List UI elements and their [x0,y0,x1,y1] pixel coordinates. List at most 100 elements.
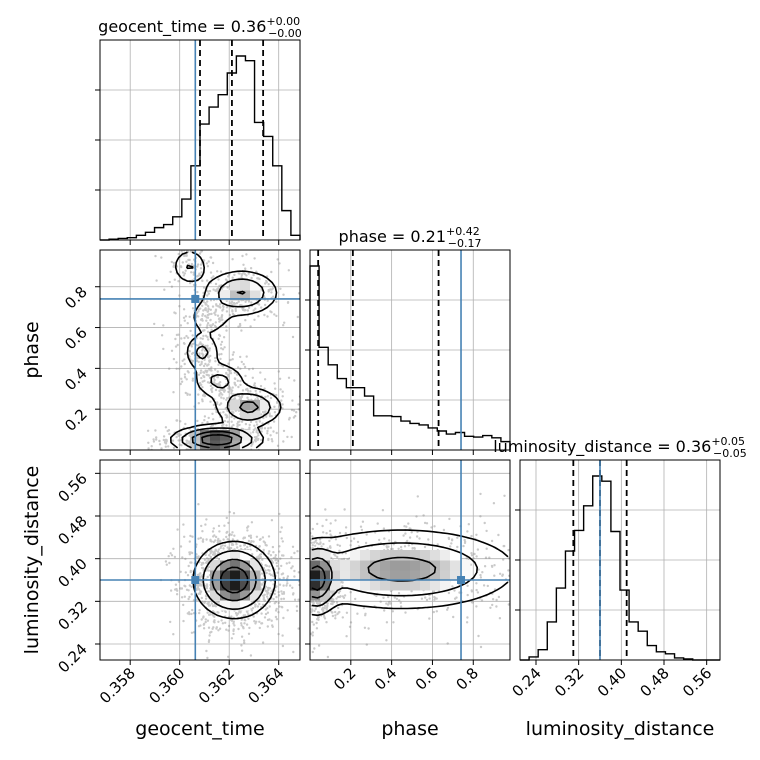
density-cell [210,590,221,601]
panel-frame [309,459,511,661]
density-cell [250,410,261,421]
panel-title: geocent_time = 0.36+0.00 −0.00 [98,15,302,40]
histogram-frame [99,39,301,241]
density-cell [390,560,401,571]
density-cell [350,550,361,561]
density-cell [220,440,231,450]
density-cell [410,580,421,591]
density-cell [240,600,251,611]
x-tick-label: 0.48 [636,664,672,700]
x-tick-label: 0.24 [508,664,544,700]
histogram-frame [309,249,511,451]
density-cell [380,550,391,561]
x-tick-label: 0.360 [145,664,188,707]
density-cell [230,290,241,301]
density-cell [430,550,441,561]
axis-labels: geocent_time phase luminosity_distancephas… [21,321,714,740]
density-cell [330,560,341,571]
density-cell [430,580,441,591]
density-cell [210,580,221,591]
y-tick-label: 0.24 [54,640,90,676]
density-cell [250,560,261,571]
density-cell [230,550,241,561]
contour-level-1 [170,251,282,449]
density-cell [240,570,251,581]
contour-level-4 [220,566,249,594]
truth-marker [191,576,200,584]
density-cell [370,550,381,561]
density-cell [450,570,461,581]
density-cell [220,590,231,601]
x-tick-label: 0.40 [594,664,630,700]
x-tick-label: 0.358 [96,664,139,707]
y-axis-label-luminosity_distance: luminosity_distance [21,466,43,655]
density-cell [400,550,411,561]
contour-level-3 [211,558,257,602]
density-cell [360,560,371,571]
density-cell [220,550,231,561]
panel-title: luminosity_distance = 0.36+0.05 −0.05 [493,435,747,460]
density-cell [310,570,321,581]
density-cell [320,580,331,591]
density-cell [320,560,331,571]
density-cell [330,570,341,581]
x-tick-label: 0.362 [195,664,238,707]
density-cell [240,560,251,571]
density-cell [220,290,231,301]
density-cell [420,560,431,571]
density-cell [420,550,431,561]
panel-content [100,250,300,450]
histogram-steps [309,265,511,450]
density-cell [220,600,231,611]
density-cell [440,550,451,561]
density-cell [230,580,241,591]
density-cell [380,560,391,571]
contour-level-4 [201,434,233,446]
y-tick-label: 0.56 [54,469,90,505]
y-tick-label: 0.48 [54,512,90,548]
density-cell [320,550,331,561]
x-axis-label-geocent_time: geocent_time [135,718,264,740]
density-cell [310,590,321,601]
density-cell [240,590,251,601]
density-cell [350,570,361,581]
density-cell [460,560,471,571]
density-cell [260,400,271,411]
x-tick-label: 0.56 [679,664,715,700]
panel-content [310,460,510,660]
contour-level-2 [181,264,271,449]
panel-content [100,460,300,660]
density-cell [430,570,441,581]
density-cell [240,440,251,450]
density-cell [400,580,411,591]
density-cell [310,580,321,591]
density-cell [390,550,401,561]
histogram-phase: phase = 0.21+0.42 −0.17 [305,225,511,455]
density-cell [390,580,401,591]
density-cell [360,550,371,561]
x-tick-label: 0.4 [371,664,401,694]
scatter-geocent_time-vs-luminosity_distance: 0.358 0.360 0.362 0.364 0.24 0.32 0.40 0.48 0.56 [54,459,301,707]
density-cell [340,570,351,581]
density-cell [450,550,461,561]
density-cell [330,580,341,591]
density-cell [210,560,221,571]
truth-marker [457,576,466,584]
scatter-geocent_time-vs-phase: 0.2 0.4 0.6 0.8 [61,249,301,455]
density-cell [410,550,421,561]
density-cell [380,580,391,591]
density-cell [240,550,251,561]
density-cell [240,290,251,301]
density-cell [310,550,321,561]
x-axis-label-luminosity_distance: luminosity_distance [526,718,715,740]
density-cell [230,590,241,601]
density-cell [230,400,241,411]
y-tick-label: 0.4 [61,364,91,394]
density-cell [340,560,351,571]
contour-level-2 [202,550,266,610]
density-cell [250,280,261,291]
density-cell [230,280,241,291]
density-cell [370,570,381,581]
density-cell [370,580,381,591]
